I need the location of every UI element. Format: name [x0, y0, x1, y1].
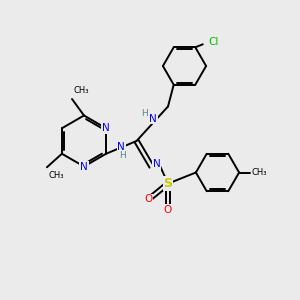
Text: S: S	[164, 177, 172, 190]
Text: Cl: Cl	[208, 37, 218, 47]
Text: CH₃: CH₃	[74, 86, 89, 95]
Text: N: N	[117, 142, 125, 152]
Text: N: N	[149, 113, 157, 124]
Text: CH₃: CH₃	[48, 171, 64, 180]
Text: N: N	[102, 123, 110, 133]
Text: O: O	[164, 205, 172, 215]
Text: O: O	[144, 194, 153, 205]
Text: N: N	[80, 161, 88, 172]
Text: CH₃: CH₃	[251, 168, 267, 177]
Text: N: N	[153, 159, 160, 169]
Text: H: H	[119, 151, 126, 160]
Text: H: H	[141, 109, 148, 118]
